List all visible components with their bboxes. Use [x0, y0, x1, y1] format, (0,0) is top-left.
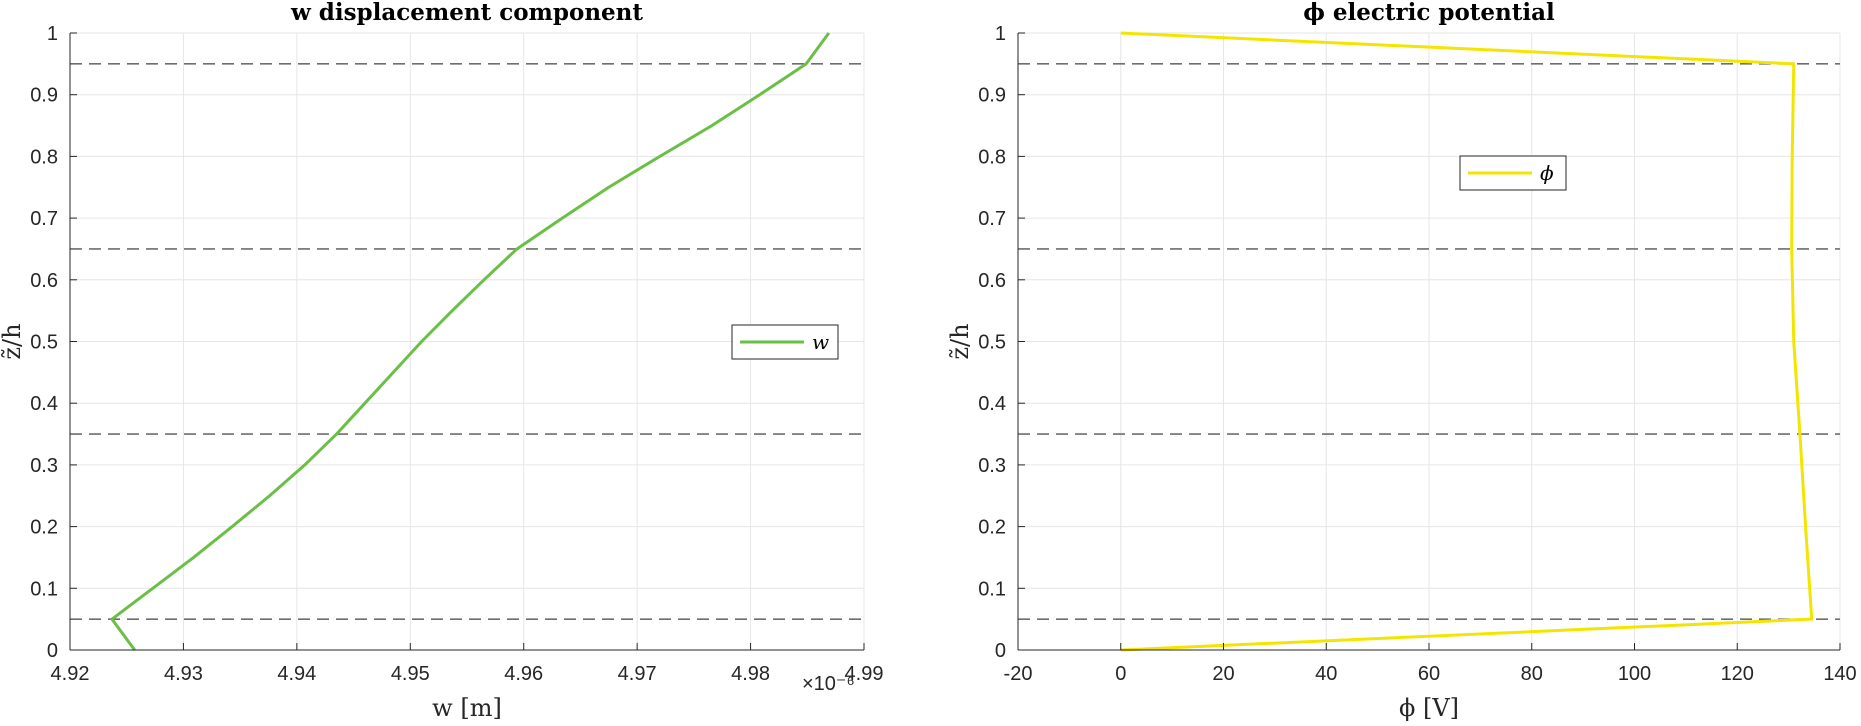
series-line	[110, 32, 831, 651]
y-axis-label: z̃/h	[0, 323, 26, 359]
y-tick-label: 0.6	[978, 270, 1006, 292]
chart-title: ϕ electric potential	[1303, 0, 1555, 26]
x-tick-label: 4.97	[618, 663, 657, 685]
x-tick-label: 100	[1618, 663, 1651, 685]
y-tick-label: 0.3	[978, 455, 1006, 477]
x-tick-label: 4.99	[845, 663, 884, 685]
y-tick-label: 0.6	[30, 270, 58, 292]
x-tick-label: 4.96	[504, 663, 543, 685]
y-tick-label: 0.5	[978, 332, 1006, 354]
chart-title: w displacement component	[290, 0, 643, 26]
y-tick-label: 0.7	[30, 208, 58, 230]
y-tick-label: 0	[995, 640, 1006, 662]
y-tick-label: 0.4	[30, 393, 58, 415]
x-tick-label: 4.93	[164, 663, 203, 685]
y-tick-label: 0.5	[30, 332, 58, 354]
series-line	[1120, 31, 1814, 652]
x-tick-label: 0	[1115, 663, 1126, 685]
x-axis-label: w [m]	[432, 694, 502, 722]
y-tick-label: 0.8	[978, 146, 1006, 168]
phi-potential-panel: -20 0 20 40 60 80 100 120 14000.10.20.30.40.50.6…	[946, 0, 1857, 722]
x-tick-label: 120	[1721, 663, 1754, 685]
legend-label: w	[812, 330, 829, 354]
x-tick-label: 4.98	[731, 663, 770, 685]
x-tick-label: 40	[1315, 663, 1337, 685]
x-tick-label: 4.95	[391, 663, 430, 685]
x-tick-label: -20	[1004, 663, 1033, 685]
y-tick-label: 0.2	[978, 517, 1006, 539]
y-tick-label: 0.2	[30, 517, 58, 539]
x-tick-label: 60	[1418, 663, 1440, 685]
y-tick-label: 1	[47, 23, 58, 45]
y-tick-label: 0.1	[30, 578, 58, 600]
x-tick-label: 20	[1212, 663, 1234, 685]
x-tick-label: 80	[1521, 663, 1543, 685]
y-tick-label: 0.9	[978, 85, 1006, 107]
y-axis-label: z̃/h	[946, 323, 974, 359]
x-exponent-label: ×10⁻⁶	[802, 673, 855, 695]
legend-label: ϕ	[1540, 161, 1554, 185]
w-displacement-panel: 4.92 4.93 4.94 4.95 4.96 4.97 4.98 4.99 0 0.1 0.2 0…	[0, 0, 883, 722]
y-tick-label: 1	[995, 23, 1006, 45]
x-tick-label: 4.94	[277, 663, 316, 685]
y-tick-label: 0.3	[30, 455, 58, 477]
y-tick-label: 0.8	[30, 146, 58, 168]
y-tick-label: 0	[47, 640, 58, 662]
y-tick-label: 0.4	[978, 393, 1006, 415]
y-tick-label: 0.7	[978, 208, 1006, 230]
x-axis-label: ϕ [V]	[1399, 694, 1459, 722]
x-tick-label: 4.92	[51, 663, 90, 685]
x-tick-label: 140	[1823, 663, 1856, 685]
y-tick-label: 0.1	[978, 578, 1006, 600]
y-tick-label: 0.9	[30, 85, 58, 107]
